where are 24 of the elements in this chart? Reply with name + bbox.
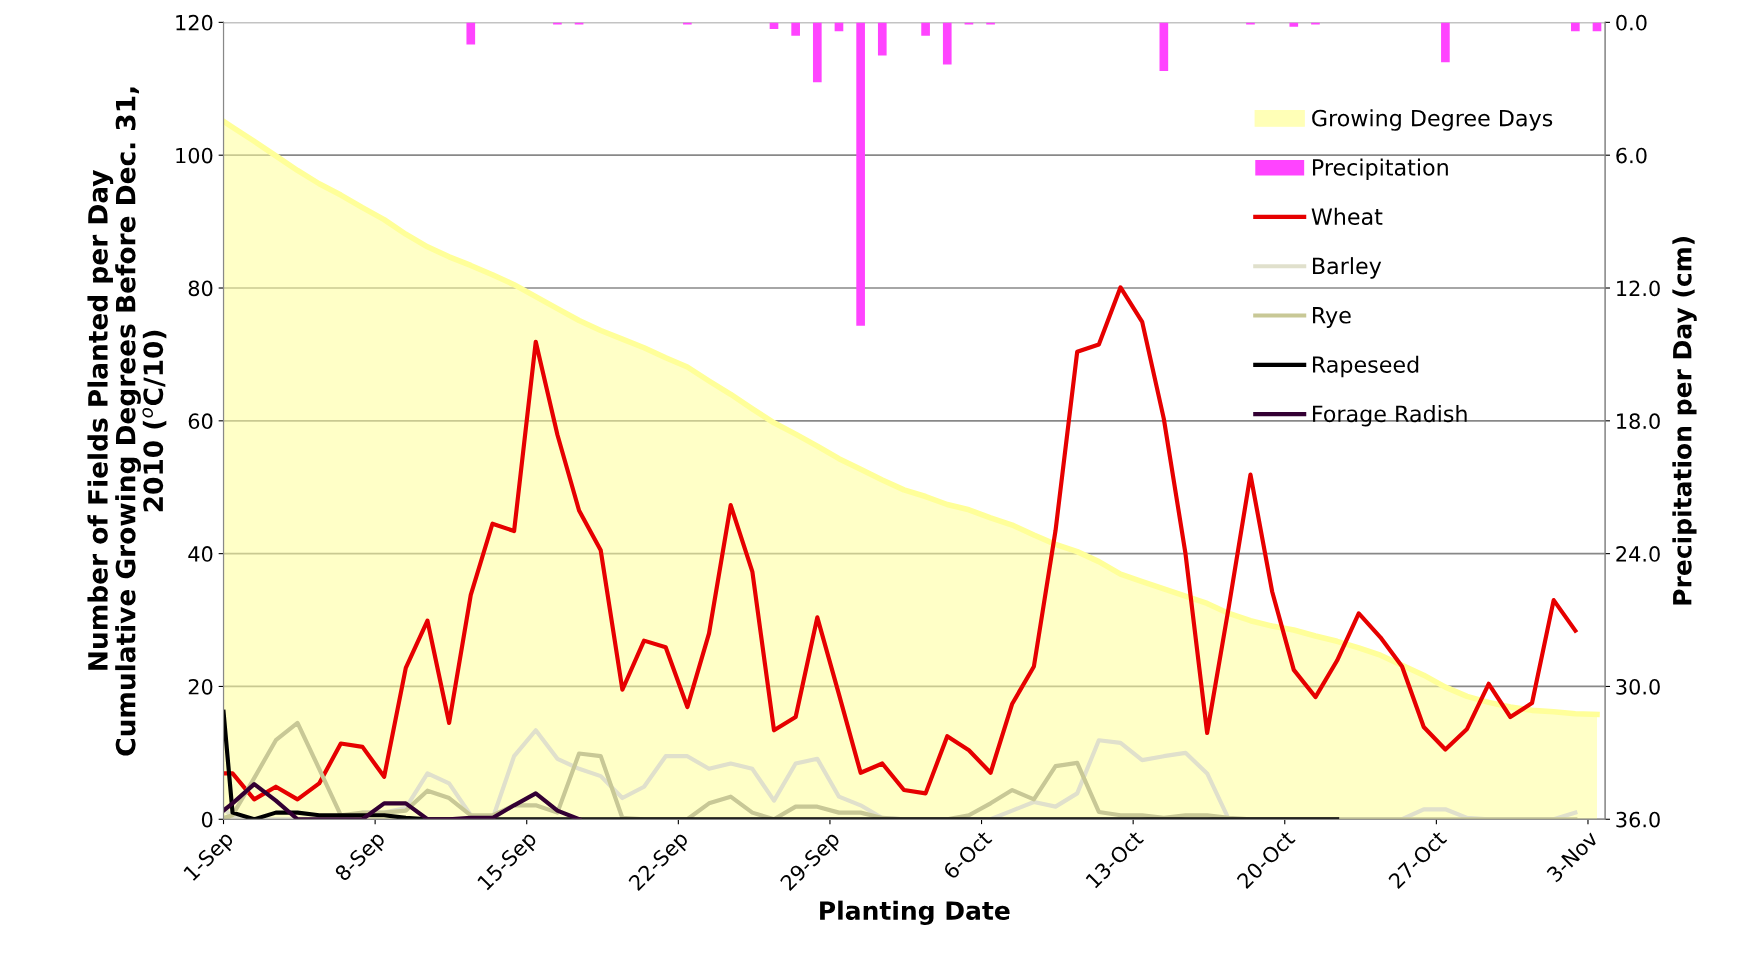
y2-tick-label: 6.0	[1616, 147, 1647, 164]
legend-label: Wheat	[1311, 207, 1383, 226]
legend-label: Precipitation	[1313, 158, 1448, 181]
y2-tick-label: 12.0	[1617, 280, 1660, 297]
legend-label: Rapeseed	[1313, 355, 1419, 378]
legend-label: Forage Radish	[1313, 404, 1467, 427]
y2-tick-label: 30.0	[1616, 678, 1660, 695]
x-axis-title: Planting Date	[820, 900, 1010, 926]
y-axis-title: Number of Fields Planted per Day Cumulative Growing Degrees Before Dec. 31, 2010 ($^{o}$C/10)	[87, 87, 167, 756]
y2-axis-title: Precipitation per Day (cm)	[1672, 237, 1697, 605]
y2-tick-label: 24.0	[1616, 546, 1660, 562]
y2-tick-label: 36.0	[1616, 811, 1660, 828]
y-tick-label: 40	[188, 546, 213, 562]
legend-label: Growing Degree Days	[1312, 109, 1553, 131]
y-tick-label: 80	[188, 280, 213, 297]
legend-label: Barley	[1313, 257, 1382, 279]
y-tick-label: 60	[188, 413, 213, 430]
y-tick-label: 0	[201, 811, 213, 828]
y-tick-label: 100	[176, 147, 213, 164]
y-tick-label: 20	[188, 678, 213, 695]
legend-label: Rye	[1313, 307, 1351, 328]
y2-tick-label: 0.0	[1616, 14, 1647, 31]
y-tick-label: 120	[176, 14, 213, 31]
y2-tick-label: 18.0	[1617, 413, 1660, 430]
